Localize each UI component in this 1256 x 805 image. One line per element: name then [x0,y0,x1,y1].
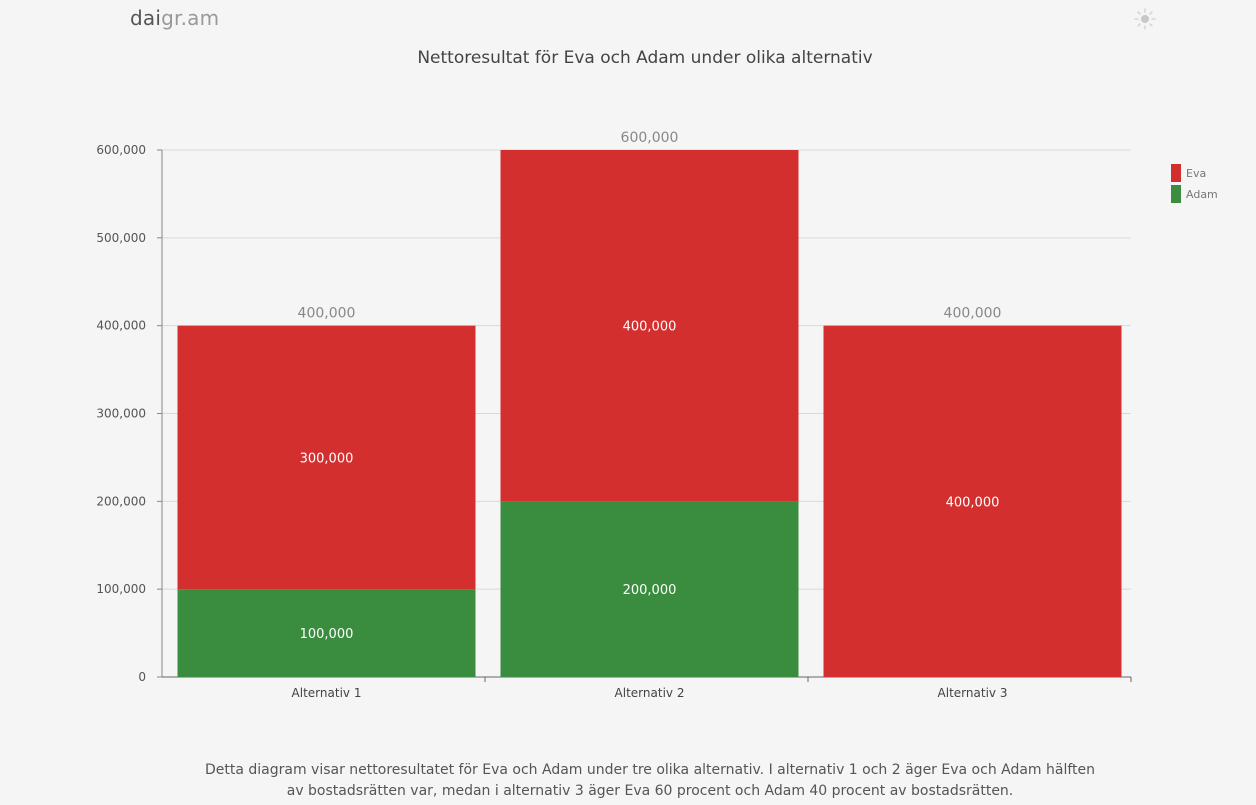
data-label: 300,000 [300,451,354,466]
y-tick-label: 200,000 [96,494,146,508]
y-tick-label: 100,000 [96,582,146,596]
y-tick-label: 0 [138,670,146,684]
legend-label-adam: Adam [1186,188,1218,201]
total-label: 400,000 [298,306,356,322]
x-tick-label: Alternativ 3 [938,686,1008,700]
y-tick-label: 500,000 [96,231,146,245]
chart-title: Nettoresultat för Eva och Adam under oli… [417,48,873,68]
x-tick-label: Alternativ 1 [292,686,362,700]
stacked-bar-chart: 0 100,000 200,000 300,000 400,000 500,000 600,… [96,130,1218,700]
legend-swatch-eva [1171,164,1181,182]
bar-eva [500,150,799,502]
y-tick-label: 400,000 [96,319,146,333]
data-label: 400,000 [946,495,1000,510]
logo-main: dai [130,6,162,30]
x-tick-label: Alternativ 2 [615,686,685,700]
bar-adam [500,501,799,677]
data-label: 200,000 [623,583,677,598]
bar-adam [177,589,476,677]
y-tick-label: 600,000 [96,143,146,157]
y-tick-label: 300,000 [96,407,146,421]
chart-description: Detta diagram visar nettoresultatet för … [204,762,1096,799]
legend-label-eva: Eva [1186,167,1206,180]
app-logo[interactable]: daigr.am [130,6,219,30]
logo-rest: gr.am [161,6,220,30]
total-label: 600,000 [621,130,679,146]
data-label: 100,000 [300,627,354,642]
legend-swatch-adam [1171,185,1181,203]
bar-eva [177,325,476,590]
sun-icon[interactable] [1133,7,1157,31]
bar-eva [823,325,1122,677]
total-label: 400,000 [944,306,1002,322]
data-label: 400,000 [623,320,677,335]
